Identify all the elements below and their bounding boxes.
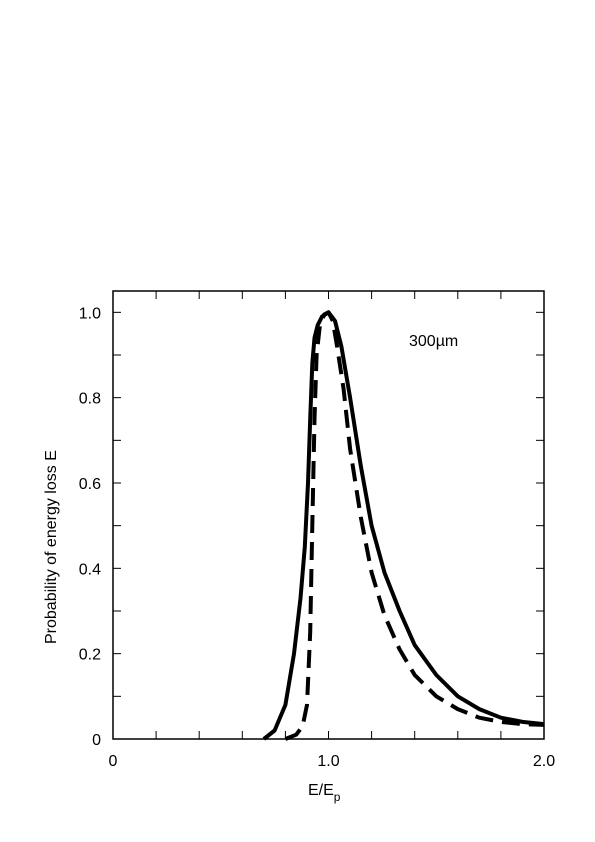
x-axis-title-subscript: p xyxy=(334,790,341,804)
x-tick-label: 2.0 xyxy=(533,753,555,770)
y-axis-title: Probability of energy loss E xyxy=(43,450,60,644)
y-tick-labels: 0 0.2 0.4 0.6 0.8 1.0 xyxy=(79,305,101,749)
x-axis-title-main: E/E xyxy=(308,782,334,799)
series-layer xyxy=(262,310,545,741)
dashed-curve xyxy=(284,310,545,741)
y-tick-label: 0.6 xyxy=(79,476,101,493)
x-tick-labels: 0 1.0 2.0 xyxy=(109,753,556,770)
x-tick-label: 0 xyxy=(109,753,118,770)
thickness-annotation: 300µm xyxy=(409,333,458,350)
y-tick-label: 0.8 xyxy=(79,391,101,408)
y-tick-label: 0 xyxy=(92,732,101,749)
solid-curve xyxy=(262,310,545,741)
y-tick-label: 0.4 xyxy=(79,561,101,578)
minor-ticks xyxy=(112,291,545,740)
plot-area xyxy=(112,290,545,740)
plot-frame xyxy=(112,290,545,740)
x-axis-title: E/Ep xyxy=(308,782,341,804)
x-tick-label: 1.0 xyxy=(317,753,339,770)
y-tick-label: 1.0 xyxy=(79,305,101,322)
y-tick-label: 0.2 xyxy=(79,647,101,664)
